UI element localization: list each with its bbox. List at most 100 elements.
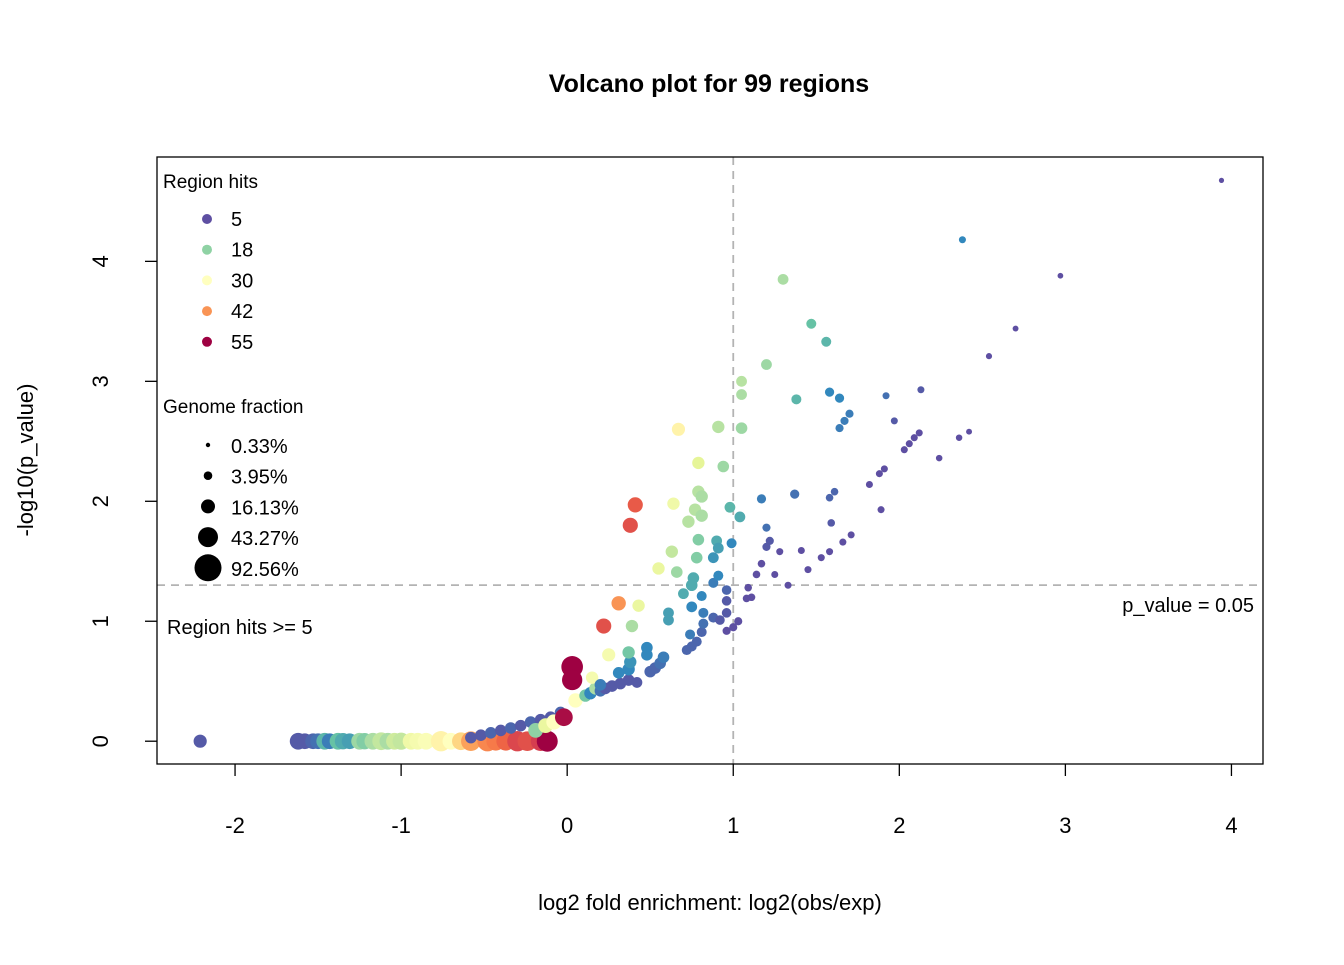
data-point: [966, 428, 973, 435]
data-point: [729, 623, 738, 632]
legend-title: Region hits: [163, 172, 258, 193]
data-point: [761, 359, 772, 370]
data-point: [632, 599, 645, 612]
data-point: [834, 393, 845, 403]
data-point: [890, 417, 898, 425]
data-point: [698, 607, 709, 618]
data-point: [827, 519, 836, 527]
legend-title: Genome fraction: [163, 397, 303, 418]
y-axis: 0 1 2 3 4: [88, 255, 157, 747]
data-point: [698, 618, 709, 629]
data-point: [622, 517, 638, 533]
data-point: [685, 629, 696, 640]
data-point: [865, 480, 873, 489]
data-point: [736, 375, 747, 387]
data-point: [736, 389, 747, 400]
legend-size-label: 92.56%: [231, 559, 299, 581]
x-tick-label: 0: [561, 813, 573, 838]
data-point: [806, 318, 817, 329]
data-point: [756, 494, 767, 504]
legend-color-swatch: [202, 244, 212, 255]
data-point: [722, 626, 731, 635]
data-point: [485, 727, 497, 739]
data-point: [514, 719, 527, 732]
data-point: [682, 515, 695, 528]
data-point: [494, 724, 507, 737]
data-point: [625, 619, 639, 633]
y-tick-label: 3: [88, 375, 113, 387]
legend-color-label: 42: [231, 301, 253, 323]
data-point: [762, 542, 771, 551]
legend-color-label: 55: [231, 332, 253, 354]
data-point: [712, 542, 724, 554]
data-point: [627, 497, 643, 513]
data-point: [765, 536, 774, 545]
data-point: [652, 562, 665, 575]
data-point: [845, 409, 854, 418]
data-point: [955, 434, 963, 441]
data-point: [622, 674, 635, 686]
data-point: [826, 548, 834, 556]
data-point: [791, 394, 802, 405]
data-point: [475, 729, 487, 742]
legend-color-swatch: [202, 336, 212, 347]
data-point: [817, 554, 825, 562]
data-point: [985, 353, 993, 360]
data-point: [721, 585, 732, 595]
data-point: [835, 424, 844, 433]
data-point: [504, 722, 517, 734]
ref-line-label: p_value = 0.05: [1122, 595, 1254, 617]
data-point: [840, 416, 849, 425]
data-point: [692, 456, 705, 470]
annotation-region-hits: Region hits >= 5: [167, 617, 313, 639]
data-point: [875, 470, 883, 478]
data-point: [804, 566, 812, 574]
data-point: [554, 708, 573, 727]
legend-size-label: 0.33%: [231, 436, 288, 458]
data-point: [777, 273, 789, 285]
legend-color-label: 18: [231, 240, 253, 262]
data-point: [882, 392, 890, 400]
data-point: [821, 336, 832, 347]
data-point: [667, 497, 680, 510]
legend-size-swatch: [205, 442, 211, 448]
y-tick-label: 0: [88, 735, 113, 747]
data-point: [678, 588, 689, 600]
data-point: [657, 651, 670, 664]
chart-title: Volcano plot for 99 regions: [549, 70, 869, 98]
data-point: [877, 506, 885, 514]
data-point: [790, 489, 800, 499]
data-point: [663, 614, 674, 626]
data-point: [568, 693, 583, 708]
data-point: [465, 731, 477, 744]
legend-color-swatch: [202, 275, 212, 286]
data-point: [847, 531, 855, 539]
y-tick-label: 4: [88, 255, 113, 267]
x-tick-label: 4: [1225, 813, 1237, 838]
data-point: [536, 730, 558, 752]
legend-size-label: 16.13%: [231, 497, 299, 519]
legend-size-swatch: [194, 554, 222, 582]
data-point: [708, 577, 719, 588]
data-point: [696, 591, 707, 602]
data-point: [671, 422, 686, 436]
data-point: [742, 594, 751, 603]
data-point: [734, 511, 746, 523]
x-tick-label: 3: [1059, 813, 1071, 838]
y-tick-label: 1: [88, 615, 113, 627]
x-tick-label: -1: [391, 813, 411, 838]
data-point: [611, 596, 626, 611]
legend-size-swatch: [198, 527, 218, 548]
legend-color-label: 30: [231, 270, 253, 292]
legend-color-swatch: [202, 306, 212, 317]
data-point: [744, 583, 752, 592]
data-point: [830, 487, 839, 496]
data-point: [905, 440, 913, 448]
data-point: [771, 570, 779, 578]
data-point: [910, 434, 918, 442]
data-point: [824, 387, 835, 397]
data-point: [712, 420, 725, 434]
data-point: [690, 551, 703, 564]
data-point: [762, 523, 771, 532]
data-point: [596, 618, 612, 634]
